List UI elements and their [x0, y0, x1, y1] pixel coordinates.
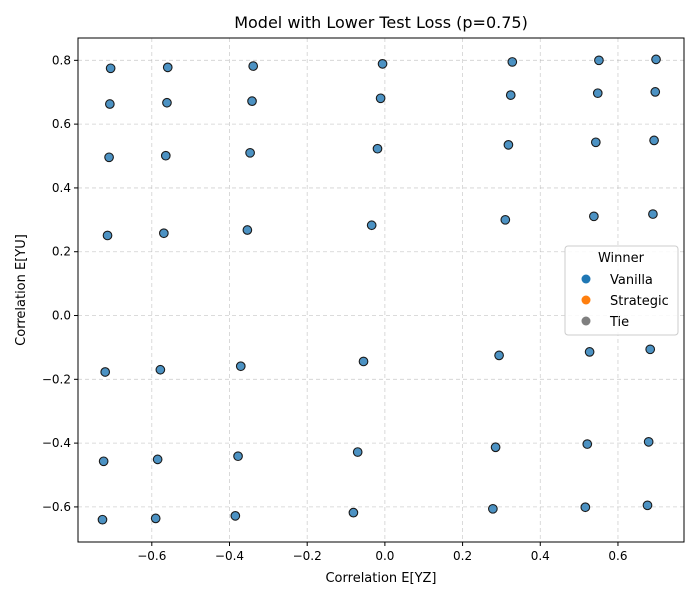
scatter-point-vanilla — [503, 140, 514, 150]
scatter-point-vanilla — [242, 225, 253, 235]
scatter-point-vanilla — [150, 513, 161, 524]
scatter-point-vanilla — [372, 143, 383, 154]
y-tick-label: −0.4 — [42, 436, 71, 450]
legend-marker-strategic — [581, 295, 591, 305]
scatter-point-vanilla — [649, 135, 659, 146]
x-tick-label: 0.0 — [375, 549, 394, 563]
scatter-point-vanilla — [643, 436, 654, 447]
legend-label-tie: Tie — [609, 315, 629, 330]
legend-label-vanilla: Vanilla — [610, 273, 653, 288]
y-tick-label: −0.2 — [42, 372, 71, 386]
y-tick-label: 0.6 — [52, 117, 71, 131]
legend-marker-tie — [581, 316, 591, 326]
x-axis-label: Correlation E[YZ] — [325, 571, 436, 586]
scatter-point-vanilla — [352, 447, 363, 457]
plot-frame — [77, 37, 685, 543]
x-tick-label: 0.4 — [531, 549, 550, 563]
x-tick-label: −0.4 — [215, 549, 244, 563]
scatter-point-vanilla — [500, 214, 511, 225]
scatter-point-vanilla — [375, 93, 386, 104]
scatter-point-vanilla — [580, 502, 591, 513]
chart-title: Model with Lower Test Loss (p=0.75) — [234, 13, 528, 32]
scatter-point-vanilla — [162, 97, 172, 108]
scatter-point-vanilla — [584, 347, 595, 357]
scatter-point-vanilla — [247, 96, 257, 107]
scatter-point-vanilla — [582, 439, 593, 449]
scatter-point-vanilla — [162, 62, 173, 73]
y-tick-label: 0.0 — [52, 309, 71, 323]
scatter-point-vanilla — [245, 147, 255, 158]
scatter-point-vanilla — [235, 361, 246, 372]
scatter-point-vanilla — [100, 367, 111, 377]
scatter-point-vanilla — [155, 364, 166, 375]
scatter-point-vanilla — [104, 152, 114, 163]
scatter-point-vanilla — [160, 150, 171, 161]
scatter-point-vanilla — [105, 99, 115, 109]
legend-box — [564, 245, 679, 336]
scatter-point-vanilla — [98, 456, 109, 467]
scatter-point-vanilla — [650, 87, 661, 97]
x-tick-label: 0.2 — [453, 549, 472, 563]
legend: Winner Vanilla Strategic Tie — [564, 245, 679, 336]
scatter-point-vanilla — [230, 510, 241, 521]
scatter-point-vanilla — [651, 54, 661, 65]
y-tick-label: 0.2 — [52, 245, 71, 259]
legend-label-strategic: Strategic — [610, 294, 669, 309]
scatter-point-vanilla — [348, 507, 359, 518]
scatter-point-vanilla — [590, 137, 601, 148]
legend-marker-vanilla — [581, 274, 591, 284]
scatter-point-vanilla — [505, 90, 516, 100]
scatter-point-vanilla — [152, 454, 163, 465]
scatter-point-vanilla — [248, 61, 259, 71]
x-tick-label: −0.2 — [293, 549, 322, 563]
scatter-point-vanilla — [490, 442, 501, 453]
scatter-point-vanilla — [494, 350, 504, 361]
scatter-point-vanilla — [233, 451, 243, 462]
y-tick-label: −0.6 — [42, 500, 71, 514]
scatter-point-vanilla — [358, 356, 369, 367]
scatter-point-vanilla — [594, 55, 604, 66]
scatter-point-vanilla — [589, 211, 599, 222]
y-axis-ticks: −0.6 −0.4 −0.2 0.0 0.2 0.4 0.6 0.8 — [42, 53, 78, 514]
x-tick-label: −0.6 — [137, 549, 166, 563]
scatter-point-vanilla — [97, 514, 108, 525]
scatter-point-vanilla — [366, 220, 377, 231]
scatter-point-vanilla — [159, 228, 169, 239]
scatter-point-vanilla — [488, 503, 498, 514]
scatter-point-vanilla — [592, 88, 603, 99]
legend-title: Winner — [598, 251, 645, 266]
scatter-point-vanilla — [507, 57, 518, 67]
scatter-point-vanilla — [648, 209, 658, 219]
x-axis-ticks: −0.6 −0.4 −0.2 0.0 0.2 0.4 0.6 — [137, 542, 628, 563]
grid-lines — [78, 38, 684, 542]
y-tick-label: 0.8 — [52, 53, 71, 67]
y-axis-label: Correlation E[YU] — [14, 234, 29, 346]
scatter-point-vanilla — [642, 500, 653, 511]
scatter-point-vanilla — [645, 344, 656, 355]
x-tick-label: 0.6 — [608, 549, 627, 563]
scatter-point-vanilla — [377, 58, 388, 69]
y-tick-label: 0.4 — [52, 181, 71, 195]
scatter-point-vanilla — [102, 230, 113, 241]
scatter-point-vanilla — [105, 63, 116, 74]
data-points — [97, 54, 661, 525]
legend-entries: Vanilla Strategic Tie — [581, 273, 669, 330]
